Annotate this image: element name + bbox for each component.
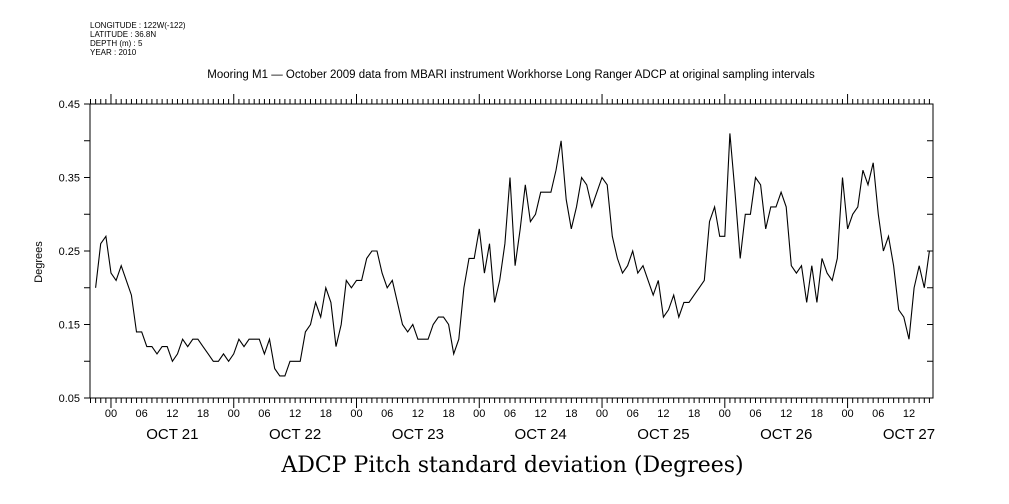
x-hour-label: 18 bbox=[320, 408, 332, 420]
x-hour-label: 00 bbox=[841, 408, 853, 420]
x-hour-label: 00 bbox=[596, 408, 608, 420]
depth-label: DEPTH (m) : 5 bbox=[90, 39, 143, 48]
x-day-label: OCT 21 bbox=[146, 426, 198, 443]
x-hour-label: 18 bbox=[565, 408, 577, 420]
x-hour-label: 18 bbox=[197, 408, 209, 420]
x-hour-label: 06 bbox=[627, 408, 639, 420]
x-day-label: OCT 25 bbox=[637, 426, 689, 443]
x-hour-label: 00 bbox=[473, 408, 485, 420]
series-line-pitch-std bbox=[95, 133, 930, 377]
x-hour-label: 06 bbox=[749, 408, 761, 420]
x-hour-label: 12 bbox=[903, 408, 915, 420]
y-tick-label: 0.25 bbox=[59, 246, 80, 258]
x-hour-label: 12 bbox=[412, 408, 424, 420]
x-hour-label: 18 bbox=[688, 408, 700, 420]
x-day-label: OCT 22 bbox=[269, 426, 321, 443]
y-tick-label: 0.45 bbox=[59, 99, 80, 111]
x-hour-label: 12 bbox=[535, 408, 547, 420]
x-hour-label: 00 bbox=[105, 408, 117, 420]
chart-title: Mooring M1 — October 2009 data from MBAR… bbox=[207, 69, 815, 81]
x-day-label: OCT 23 bbox=[392, 426, 444, 443]
x-hour-label: 06 bbox=[136, 408, 148, 420]
x-hour-label: 06 bbox=[258, 408, 270, 420]
latitude-label: LATITUDE : 36.8N bbox=[90, 30, 157, 39]
y-tick-label: 0.35 bbox=[59, 173, 80, 185]
y-axis-label: Degrees bbox=[33, 241, 45, 283]
x-day-label: OCT 24 bbox=[515, 426, 567, 443]
x-hour-label: 06 bbox=[381, 408, 393, 420]
x-hour-label: 00 bbox=[350, 408, 362, 420]
longitude-label: LONGITUDE : 122W(-122) bbox=[90, 21, 186, 30]
x-hour-label: 00 bbox=[228, 408, 240, 420]
x-hour-label: 12 bbox=[657, 408, 669, 420]
y-tick-label: 0.15 bbox=[59, 320, 80, 332]
x-hour-label: 12 bbox=[780, 408, 792, 420]
x-hour-label: 18 bbox=[442, 408, 454, 420]
x-hour-label: 12 bbox=[166, 408, 178, 420]
location-metadata: LONGITUDE : 122W(-122) LATITUDE : 36.8N … bbox=[90, 21, 186, 57]
x-hour-label: 06 bbox=[504, 408, 516, 420]
plot-frame bbox=[89, 103, 934, 399]
year-label: YEAR : 2010 bbox=[90, 48, 137, 57]
x-hour-label: 06 bbox=[872, 408, 884, 420]
x-day-label: OCT 26 bbox=[760, 426, 812, 443]
x-hour-label: 12 bbox=[289, 408, 301, 420]
x-axis-title: ADCP Pitch standard deviation (Degrees) bbox=[281, 453, 744, 478]
y-tick-label: 0.05 bbox=[59, 393, 80, 405]
x-day-label: OCT 27 bbox=[883, 426, 935, 443]
x-hour-label: 00 bbox=[719, 408, 731, 420]
x-hour-label: 18 bbox=[811, 408, 823, 420]
